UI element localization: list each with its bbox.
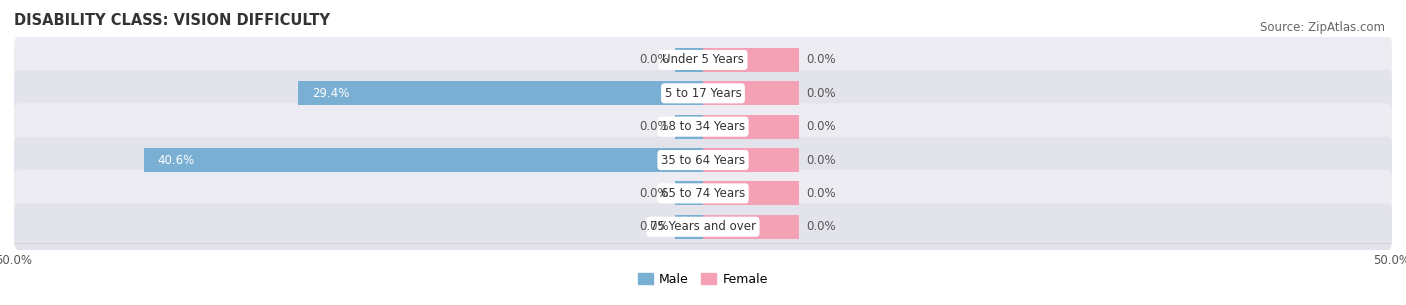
Bar <box>675 181 703 205</box>
Text: Under 5 Years: Under 5 Years <box>662 53 744 66</box>
FancyBboxPatch shape <box>14 170 1392 217</box>
Text: 40.6%: 40.6% <box>157 153 194 167</box>
Bar <box>703 181 800 205</box>
FancyBboxPatch shape <box>14 203 1392 250</box>
Bar <box>703 148 800 172</box>
Text: 0.0%: 0.0% <box>638 120 669 133</box>
Text: 0.0%: 0.0% <box>807 153 837 167</box>
Text: 29.4%: 29.4% <box>312 87 349 100</box>
Bar <box>703 115 800 139</box>
Text: DISABILITY CLASS: VISION DIFFICULTY: DISABILITY CLASS: VISION DIFFICULTY <box>14 13 330 28</box>
Text: 0.0%: 0.0% <box>638 187 669 200</box>
Text: 0.0%: 0.0% <box>807 220 837 233</box>
FancyBboxPatch shape <box>14 70 1392 117</box>
Bar <box>675 115 703 139</box>
Text: 0.0%: 0.0% <box>807 53 837 66</box>
Text: 0.0%: 0.0% <box>638 53 669 66</box>
Text: 0.0%: 0.0% <box>807 87 837 100</box>
Text: 65 to 74 Years: 65 to 74 Years <box>661 187 745 200</box>
FancyBboxPatch shape <box>14 103 1392 150</box>
Text: 35 to 64 Years: 35 to 64 Years <box>661 153 745 167</box>
FancyBboxPatch shape <box>14 137 1392 183</box>
Bar <box>703 48 800 72</box>
Text: 18 to 34 Years: 18 to 34 Years <box>661 120 745 133</box>
Text: 5 to 17 Years: 5 to 17 Years <box>665 87 741 100</box>
Text: Source: ZipAtlas.com: Source: ZipAtlas.com <box>1260 21 1385 34</box>
Bar <box>703 81 800 105</box>
Bar <box>703 215 800 239</box>
Bar <box>675 48 703 72</box>
Text: 75 Years and over: 75 Years and over <box>650 220 756 233</box>
FancyBboxPatch shape <box>14 37 1392 83</box>
Text: 0.0%: 0.0% <box>638 220 669 233</box>
Bar <box>143 148 703 172</box>
Bar <box>675 215 703 239</box>
Bar <box>298 81 703 105</box>
Legend: Male, Female: Male, Female <box>633 268 773 291</box>
Text: 0.0%: 0.0% <box>807 120 837 133</box>
Text: 0.0%: 0.0% <box>807 187 837 200</box>
